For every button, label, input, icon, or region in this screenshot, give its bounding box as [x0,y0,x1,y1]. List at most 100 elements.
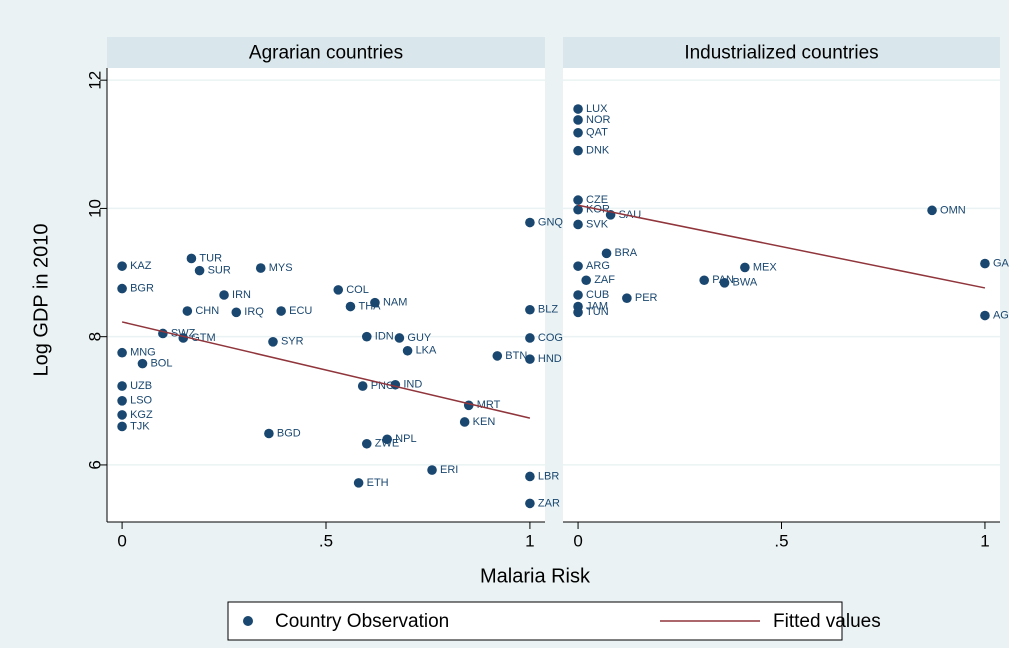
point [463,400,474,411]
point-label: MEX [753,261,778,273]
point-label: ZWE [375,438,399,450]
point-label: TJK [130,420,150,432]
point-label: CHN [195,305,219,317]
point [573,115,583,125]
point-label: BWA [733,277,758,289]
point [492,351,503,361]
point-label: ETH [367,477,389,489]
point [622,293,632,304]
point-label: GTM [191,332,215,344]
point [255,263,266,273]
point-label: LKA [416,345,437,357]
x-tick-label: 1 [525,531,534,550]
point-label: PNG [371,380,395,392]
point-label: ECU [289,305,312,317]
point [117,381,127,391]
point-label: TUR [199,252,222,264]
point-label: QAT [586,127,608,139]
point [525,333,535,343]
panel-header [107,37,545,68]
point-label: ZAF [594,274,615,286]
point [573,195,583,205]
point [573,127,583,138]
point-label: BTN [505,350,527,362]
point [353,478,364,488]
x-axis-label: Malaria Risk [480,565,591,587]
point [525,217,535,228]
panel-title: Agrarian countries [249,43,403,64]
point [194,265,205,276]
point-label: NAM [383,297,407,309]
point [178,333,189,343]
x-tick-label: 0 [573,531,582,550]
point [117,410,127,420]
point-label: SYR [281,336,304,348]
point-label: KAZ [130,260,152,272]
point [219,290,229,300]
point-label: BLZ [538,304,558,316]
point-label: NOR [586,114,611,126]
point [573,307,583,318]
point-label: IND [403,379,422,391]
point [333,285,344,295]
point-label: GUY [407,332,432,344]
legend-label: Fitted values [773,611,881,632]
point [117,261,127,271]
point-label: BGR [130,282,154,294]
point-label: ERI [440,464,458,476]
point [186,253,197,264]
point-label: DNK [586,145,610,157]
point [117,396,127,406]
point [525,304,535,315]
point [573,104,583,114]
point [740,262,750,273]
point-label: BOL [150,358,172,370]
point [719,278,730,288]
point-label: PER [635,292,658,304]
point-label: GNQ [538,216,564,228]
point-label: THA [358,300,381,312]
y-tick-label: 6 [85,460,104,469]
point [345,301,356,312]
x-tick-label: .5 [319,531,333,550]
point [573,204,583,215]
fit-line [121,321,531,419]
point-label: UZB [130,380,152,392]
point-label: NPL [395,433,416,445]
point-label: JAM [586,300,608,312]
point [276,306,286,316]
plot-area [563,68,1000,522]
point [573,261,583,271]
point [980,310,990,321]
point [117,347,127,358]
point-label: OMN [940,204,966,216]
point [573,219,583,230]
point-label: CZE [586,194,608,206]
point-label: MYS [269,262,293,274]
point-label: SVK [586,218,609,230]
point-label: LSO [130,395,152,407]
point [699,275,709,286]
point-label: GAB [993,257,1009,269]
point [264,428,274,439]
point-label: MRT [477,399,501,411]
point-label: HND [538,353,562,365]
point-label: AGO [993,309,1009,321]
point [525,498,535,509]
fit-line [577,204,986,289]
point [581,275,591,286]
point-label: LUX [586,103,608,115]
point [361,438,372,449]
point-label: KGZ [130,409,153,421]
point [361,331,372,342]
y-tick-label: 12 [85,71,104,90]
point-label: ARG [586,260,610,272]
point-label: SUR [208,265,231,277]
legend-marker [243,616,253,626]
point-label: BGD [277,427,301,439]
panel-header [563,37,1000,68]
point [137,358,148,369]
point [231,307,242,318]
